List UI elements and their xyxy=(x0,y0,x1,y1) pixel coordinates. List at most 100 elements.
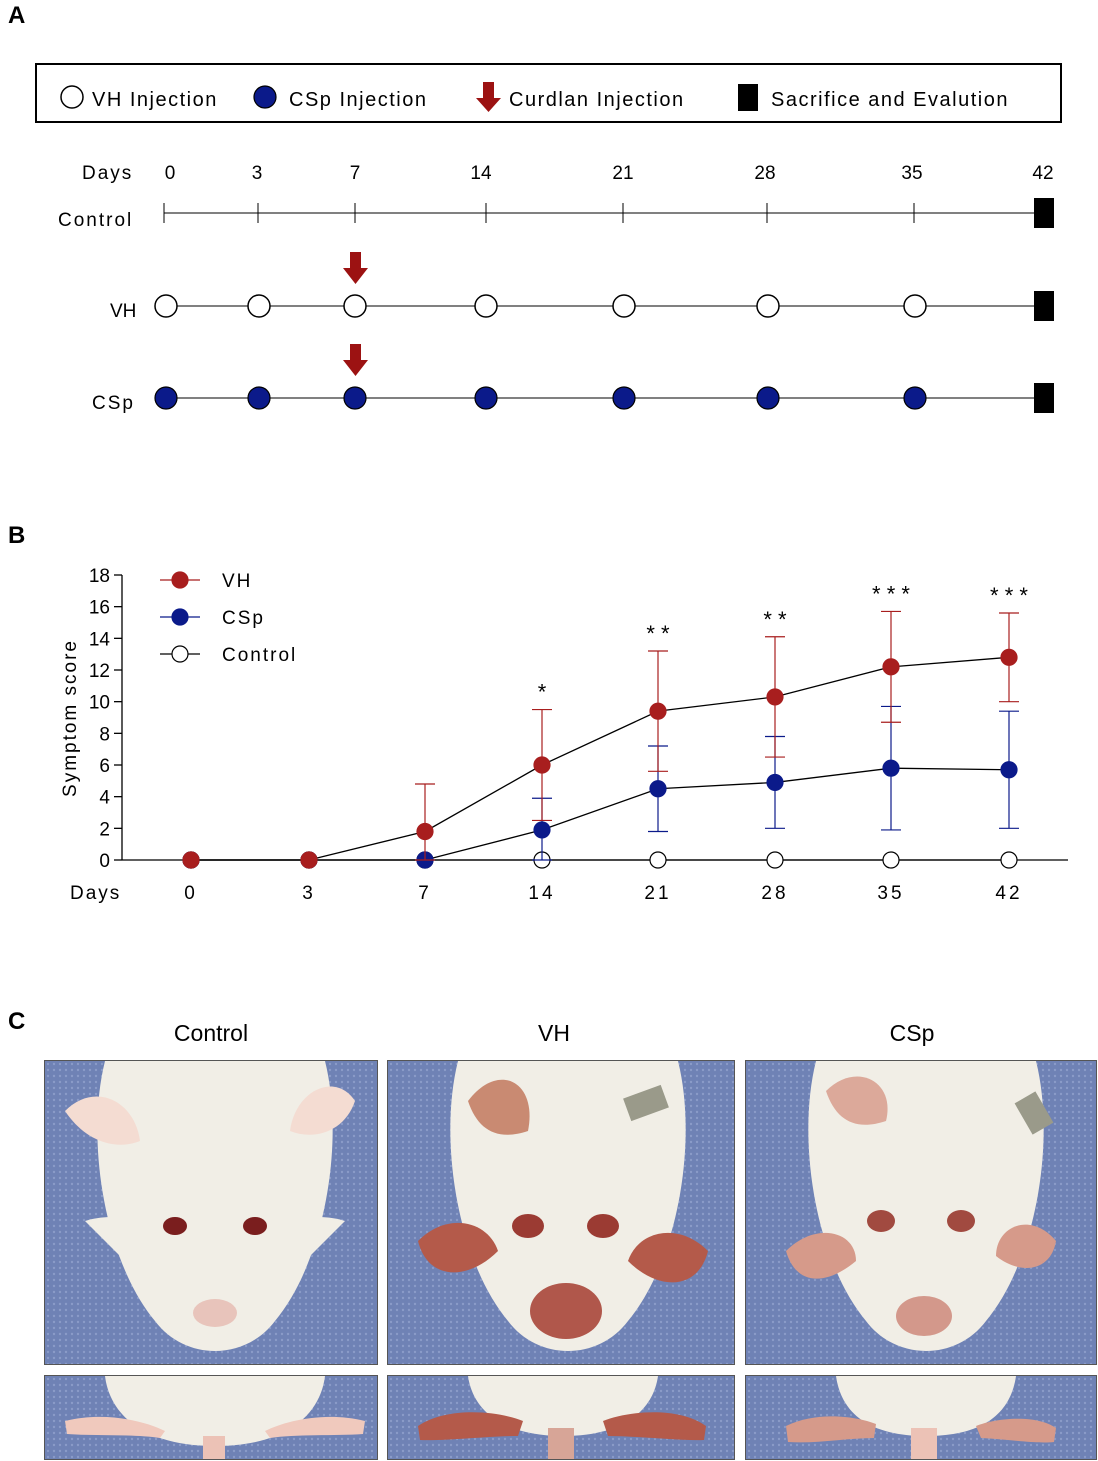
data-point xyxy=(182,851,200,869)
legend-sacrifice-square-icon xyxy=(738,84,758,111)
y-tick-label: 4 xyxy=(99,788,110,809)
y-tick-label: 0 xyxy=(99,851,110,872)
x-tick-label: 28 xyxy=(761,883,788,904)
legend-box xyxy=(35,63,1062,123)
data-point xyxy=(1000,851,1018,869)
legend-arrow-icon xyxy=(476,82,501,112)
data-point xyxy=(416,822,434,841)
legend-vh-label: VH Injection xyxy=(92,89,218,111)
mouse-head-image xyxy=(746,1061,1096,1364)
vh-injection-markers xyxy=(154,294,927,318)
x-tick-label: 0 xyxy=(184,883,198,904)
data-point xyxy=(882,658,900,676)
curdlan-arrow-icon xyxy=(343,344,368,376)
series-vh xyxy=(182,610,1019,869)
series-csp xyxy=(182,705,1019,869)
x-tick-label: 21 xyxy=(644,883,671,904)
data-point xyxy=(649,702,667,720)
photo-column-label-vh: VH xyxy=(538,1020,570,1046)
legend-label: CSp xyxy=(222,608,265,629)
data-point xyxy=(1000,648,1018,666)
timeline-day-label: 3 xyxy=(252,163,263,184)
y-tick-label: 6 xyxy=(99,756,110,777)
legend-csp-label: CSp Injection xyxy=(289,89,427,111)
data-point xyxy=(882,851,900,869)
legend-sacrifice-label: Sacrifice and Evalution xyxy=(771,89,1009,111)
legend-marker xyxy=(171,571,189,589)
legend-label: VH xyxy=(222,571,252,592)
data-point xyxy=(649,780,667,798)
significance-mark: * * xyxy=(763,607,787,632)
legend-csp-circle-icon xyxy=(253,85,277,109)
mouse-head-image xyxy=(388,1061,734,1364)
sacrifice-marker xyxy=(1034,383,1054,413)
data-point xyxy=(1000,761,1018,779)
photo-column-label-control: Control xyxy=(173,1020,249,1046)
timeline-day-label: 14 xyxy=(470,163,492,184)
legend-curdlan-label: Curdlan Injection xyxy=(509,89,685,111)
mouse-head-image xyxy=(45,1061,377,1364)
chart-y-ticks: 0 2 4 6 8 10 12 14 16 18 xyxy=(89,566,122,872)
data-point xyxy=(882,759,900,777)
schedule-diagram: VH Injection CSp Injection Curdlan Injec… xyxy=(35,63,1062,414)
photo-control-head xyxy=(44,1060,378,1365)
chart-y-axis-label: Symptom score xyxy=(60,639,81,797)
data-point xyxy=(300,851,318,869)
timeline-row-csp-label: CSp xyxy=(92,393,135,414)
csp-injection-markers xyxy=(154,386,927,410)
y-tick-label: 16 xyxy=(89,598,110,619)
y-tick-label: 12 xyxy=(89,661,110,682)
sacrifice-marker xyxy=(1034,291,1054,321)
timeline-day-label: 42 xyxy=(1032,163,1053,184)
y-tick-label: 18 xyxy=(89,566,110,587)
series-line xyxy=(191,656,1010,861)
chart-significance: * * * * * * * * * * * xyxy=(538,581,1029,704)
photo-control-paws xyxy=(44,1375,378,1460)
y-tick-label: 8 xyxy=(99,724,110,745)
x-tick-label: 14 xyxy=(528,883,555,904)
panel-label-b: B xyxy=(8,522,26,549)
timeline-day-label: 0 xyxy=(165,163,176,184)
x-tick-label: 3 xyxy=(302,883,316,904)
photo-vh-paws xyxy=(387,1375,735,1460)
timeline-day-label: 21 xyxy=(612,163,633,184)
legend-vh-circle-icon xyxy=(60,85,84,109)
x-tick-label: 35 xyxy=(877,883,904,904)
chart-x-axis-label: Days xyxy=(70,883,121,904)
data-point xyxy=(649,851,667,869)
mouse-paws-image xyxy=(746,1376,1096,1459)
timeline-row-control-label: Control xyxy=(58,210,133,231)
timeline-day-label: 7 xyxy=(350,163,361,184)
y-tick-label: 10 xyxy=(89,693,110,714)
significance-mark: * * * xyxy=(872,581,910,606)
chart-series xyxy=(182,610,1019,869)
photo-csp-paws xyxy=(745,1375,1097,1460)
legend-label: Control xyxy=(222,645,297,666)
significance-mark: * xyxy=(538,680,547,705)
photo-column-label-csp: CSp xyxy=(889,1020,935,1046)
mouse-paws-image xyxy=(388,1376,734,1459)
data-point xyxy=(766,773,784,792)
data-point xyxy=(766,688,784,706)
legend-marker xyxy=(171,608,189,626)
sacrifice-marker xyxy=(1034,198,1054,228)
legend-marker xyxy=(171,645,189,663)
curdlan-arrow-icon xyxy=(343,252,368,284)
timeline-days-label: Days xyxy=(82,163,133,184)
chart-legend: VH CSp Control xyxy=(160,571,297,666)
significance-mark: * * xyxy=(646,621,670,646)
photo-csp-head xyxy=(745,1060,1097,1365)
panel-label-a: A xyxy=(8,2,26,29)
data-point xyxy=(766,851,784,869)
series-line xyxy=(191,767,1010,861)
y-tick-label: 2 xyxy=(99,819,110,840)
significance-mark: * * * xyxy=(990,583,1028,608)
timeline-control-ticks xyxy=(163,203,915,223)
timeline-day-label: 28 xyxy=(754,163,775,184)
data-point xyxy=(533,821,551,839)
timeline-day-label: 35 xyxy=(901,163,922,184)
y-tick-label: 14 xyxy=(89,629,111,650)
x-tick-label: 42 xyxy=(995,883,1022,904)
timeline-row-vh-label: VH xyxy=(110,301,136,322)
